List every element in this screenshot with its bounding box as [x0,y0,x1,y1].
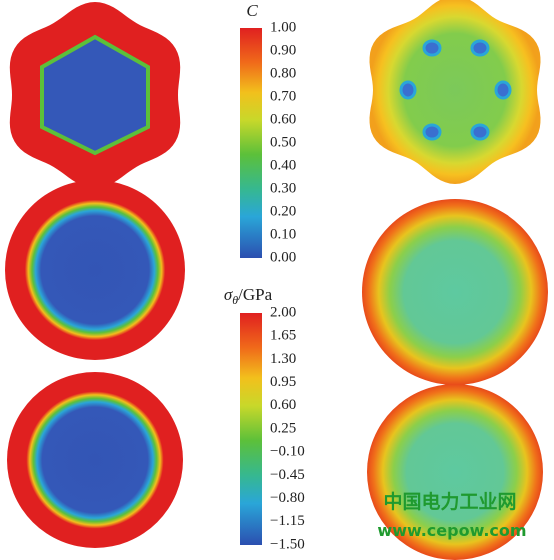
unit: /GPa [238,285,272,304]
symbol: σ [224,285,233,304]
contour-plot [367,384,543,560]
colorbar-tick-label: 0.95 [270,374,296,390]
colorbar-tick-label: 0.20 [270,203,296,219]
colorbar [240,313,262,545]
contour-plot [399,39,512,141]
colorbar-tick-label: −1.50 [270,536,305,552]
colorbar-tick-label: 0.10 [270,226,296,242]
colorbar-tick-label: 0.40 [270,157,296,173]
colorbar-tick-label: 2.00 [270,304,296,320]
colorbar-tick-label: −1.15 [270,513,305,529]
contour-plot [5,180,185,360]
colorbar-tick-label: 0.90 [270,42,296,58]
colorbar-tick-label: 1.65 [270,328,296,344]
colorbar-tick-label: 0.00 [270,249,296,265]
colorbar-tick-label: 0.60 [270,111,296,127]
colorbar-tick-label: 0.30 [270,180,296,196]
colorbar [240,28,262,258]
colorbar-tick-label: −0.80 [270,490,305,506]
watermark-url: www.cepow.com [377,521,526,540]
colorbar-tick-label: 0.80 [270,65,296,81]
contour-plot [362,199,548,385]
contour-plot [40,34,150,156]
contour-plot [7,372,183,548]
colorbar-tick-label: 0.70 [270,88,296,104]
colorbar-title: C [246,1,258,20]
watermark-name: 中国电力工业网 [383,490,516,513]
colorbar-title: σθ/GPa [224,285,273,307]
colorbar-tick-label: 1.00 [270,19,296,35]
colorbar-tick-label: −0.10 [270,444,305,460]
colorbar-tick-label: 0.60 [270,397,296,413]
colorbar-tick-label: 0.25 [270,420,296,436]
contour-plot [369,0,541,184]
contour-plots [5,0,548,560]
colorbar-tick-label: −0.45 [270,467,305,483]
subscript: θ [232,293,238,307]
colorbar-tick-label: 1.30 [270,351,296,367]
colorbar-tick-label: 0.50 [270,134,296,150]
